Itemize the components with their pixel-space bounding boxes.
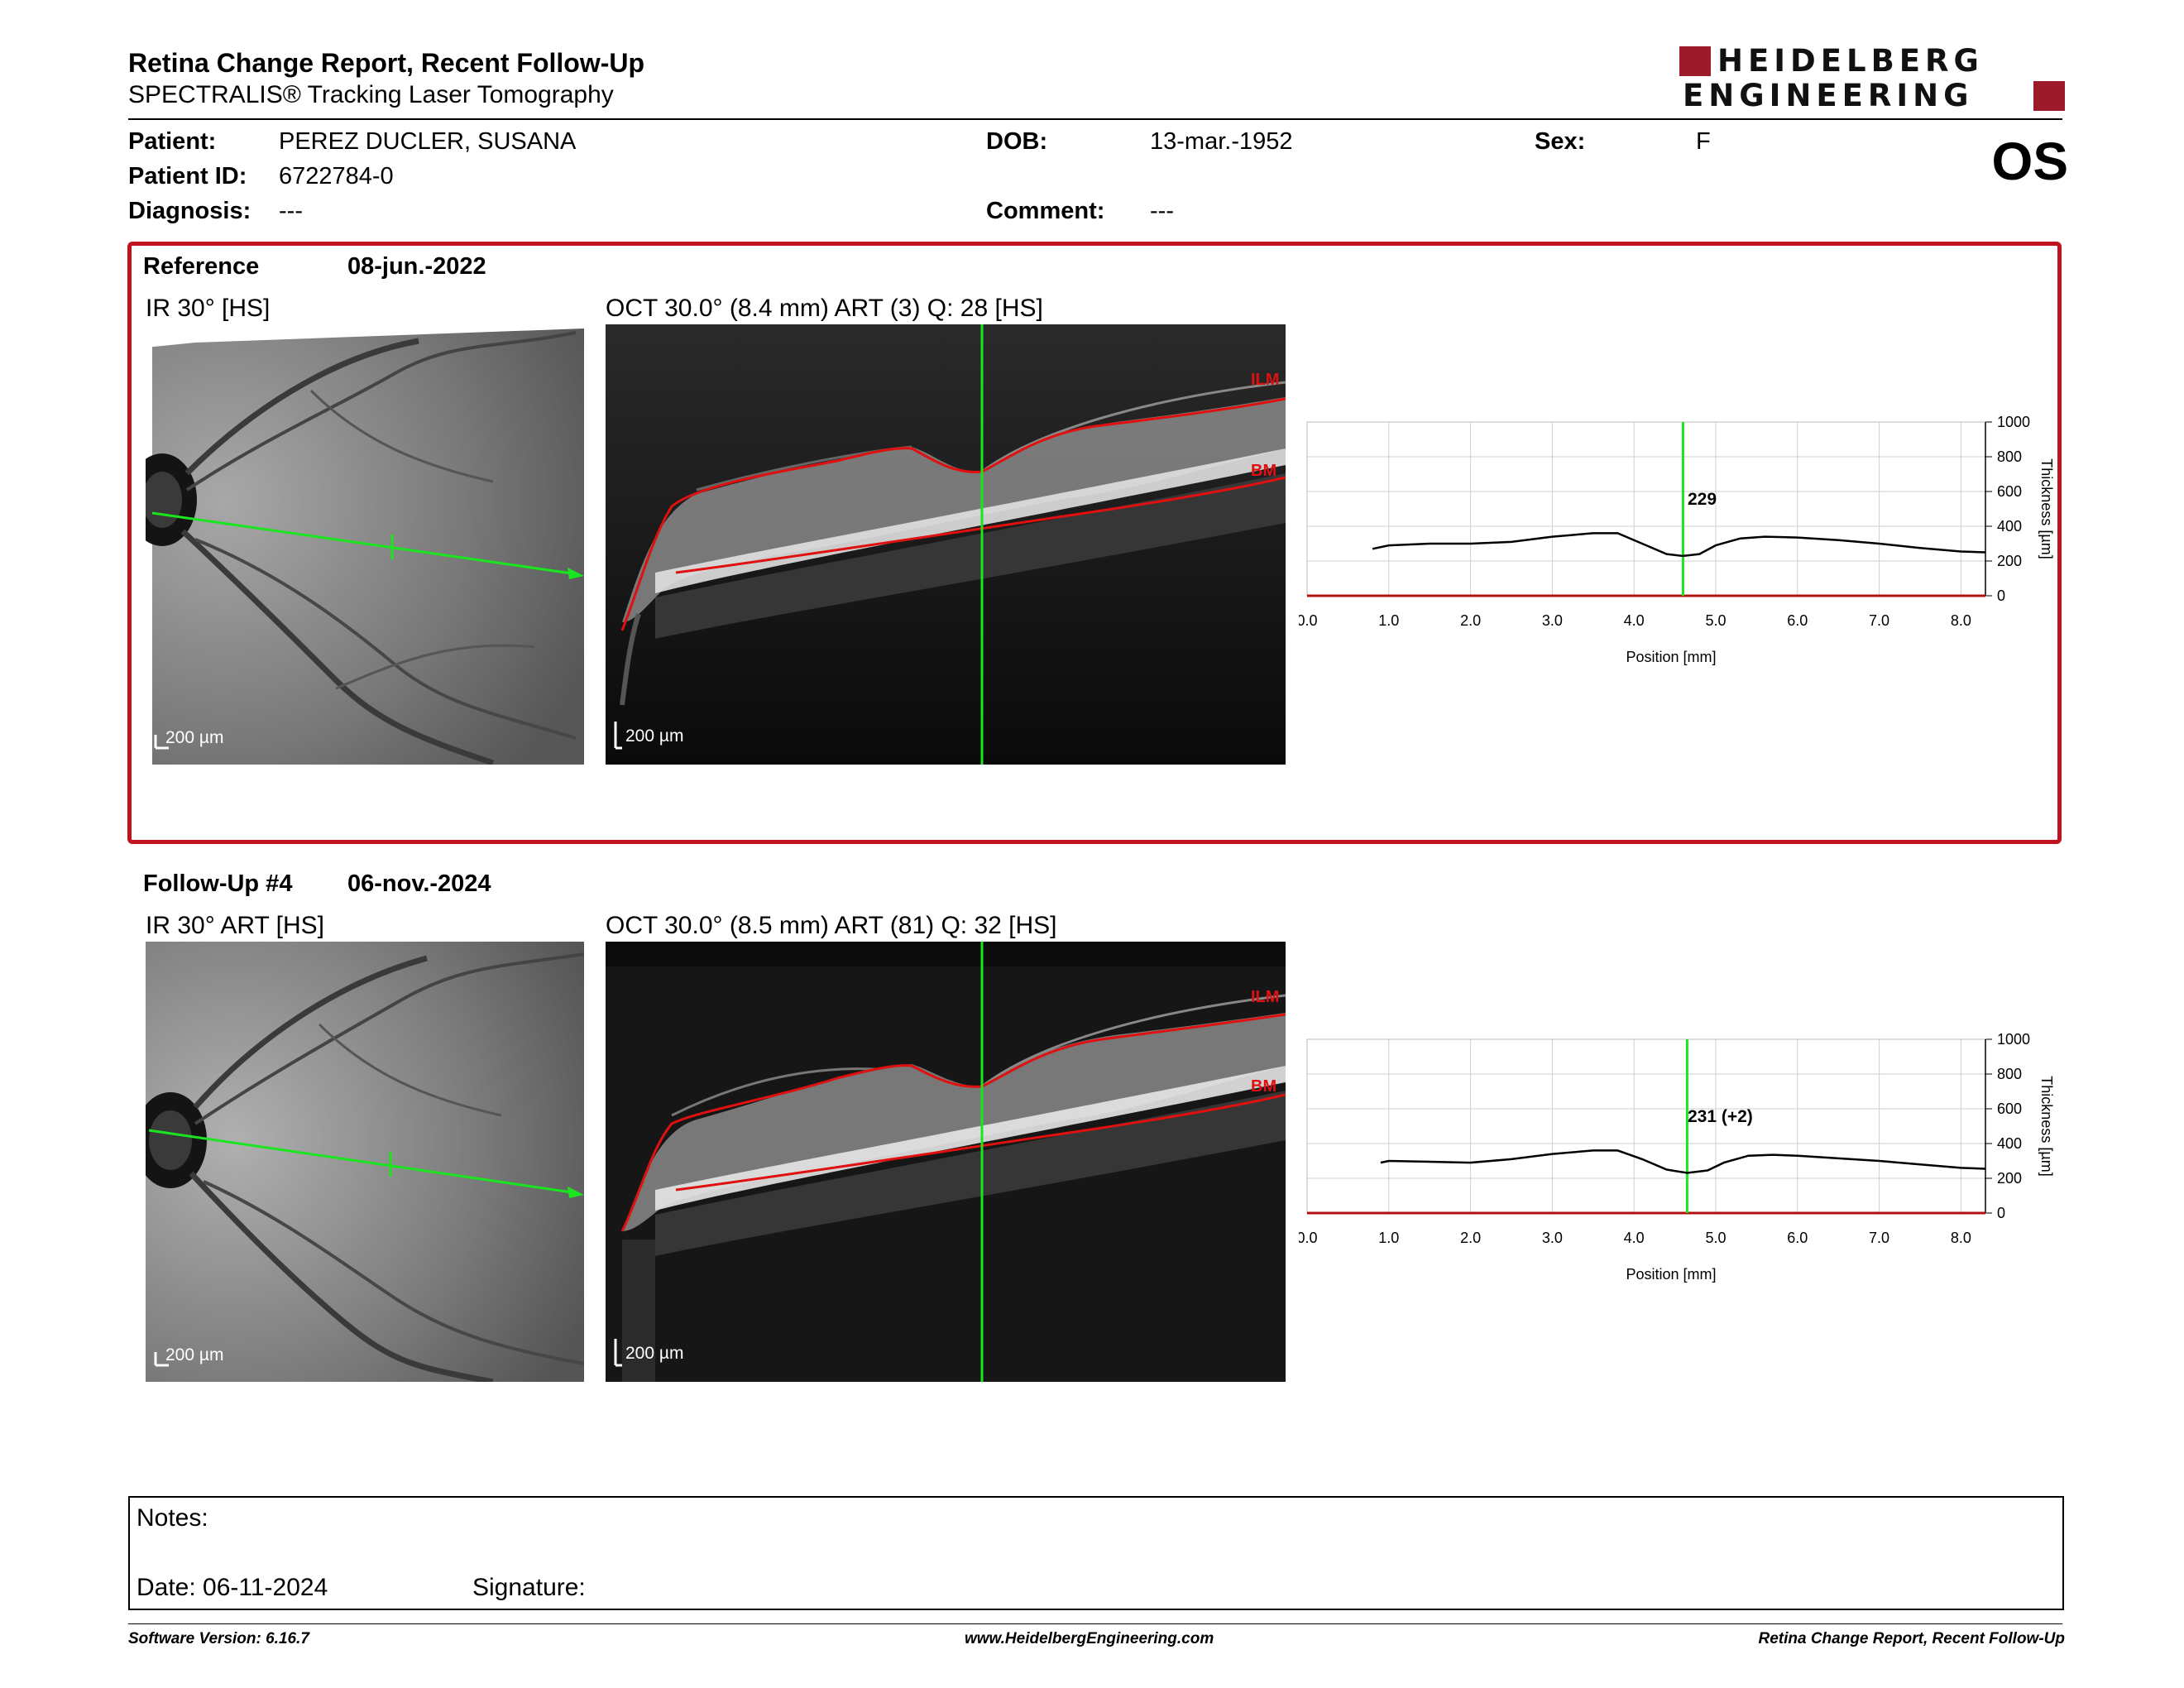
logo-square-bottom xyxy=(2033,81,2065,111)
chart-y-tick-label: 800 xyxy=(1997,1066,2022,1082)
reference-oct-image: ILM BM 200 µm xyxy=(606,324,1286,765)
chart-x-tick-label: 8.0 xyxy=(1951,612,1971,629)
patient-id: 6722784-0 xyxy=(279,163,394,189)
chart-x-tick-label: 2.0 xyxy=(1460,1230,1481,1246)
chart-x-tick-label: 7.0 xyxy=(1869,1230,1889,1246)
followup-oct-scalebar: 200 µm xyxy=(625,1344,684,1363)
chart-series-line xyxy=(1372,532,1986,558)
reference-oct-title: OCT 30.0° (8.4 mm) ART (3) Q: 28 [HS] xyxy=(606,295,1043,322)
followup-date: 06-nov.-2024 xyxy=(347,870,491,897)
chart-x-tick-label: 1.0 xyxy=(1378,612,1399,629)
reference-ir-title: IR 30° [HS] xyxy=(146,295,271,322)
header-divider xyxy=(128,118,2062,120)
chart-y-tick-label: 600 xyxy=(1997,483,2022,500)
sex-value: F xyxy=(1696,128,1711,155)
notes-signature-label: Signature: xyxy=(472,1574,586,1601)
chart-x-tick-label: 4.0 xyxy=(1624,612,1645,629)
chart-x-tick-label: 8.0 xyxy=(1951,1230,1971,1246)
footer-software-version: Software Version: 6.16.7 xyxy=(128,1630,309,1647)
chart-x-tick-label: 5.0 xyxy=(1705,1230,1726,1246)
followup-oct-image: ILM BM 200 µm xyxy=(606,942,1286,1382)
followup-ilm-label: ILM xyxy=(1251,988,1280,1006)
chart-y-tick-label: 400 xyxy=(1997,518,2022,535)
chart-y-tick-label: 600 xyxy=(1997,1101,2022,1117)
chart-x-tick-label: 0.0 xyxy=(1299,612,1318,629)
footer-divider xyxy=(128,1623,2062,1624)
followup-oct-title: OCT 30.0° (8.5 mm) ART (81) Q: 32 [HS] xyxy=(606,912,1057,939)
chart-x-tick-label: 6.0 xyxy=(1787,612,1808,629)
reference-oct-scalebar: 200 µm xyxy=(625,727,684,746)
chart-x-tick-label: 6.0 xyxy=(1787,1230,1808,1246)
followup-thickness-svg: 0.0 1.0 2.0 3.0 4.0 5.0 6.0 7.0 8.0 0 200 400 600 800… xyxy=(1299,1031,2055,1283)
chart-y-tick-label: 800 xyxy=(1997,448,2022,465)
report-title: Retina Change Report, Recent Follow-Up xyxy=(128,48,645,78)
chart-x-tick-label: 3.0 xyxy=(1542,1230,1563,1246)
chart-y-axis-label: Thickness [µm] xyxy=(2038,458,2055,559)
logo-square-top xyxy=(1679,46,1711,76)
comment-value: --- xyxy=(1150,198,1174,224)
reference-thickness-svg: 0.0 1.0 2.0 3.0 4.0 5.0 6.0 7.0 8.0 0 200 400 600 800… xyxy=(1299,414,2055,665)
chart-x-axis-label: Position [mm] xyxy=(1626,1266,1716,1283)
logo-line1: HEIDELBERG xyxy=(1717,43,1984,79)
chart-y-tick-label: 400 xyxy=(1997,1135,2022,1152)
reference-bm-label: BM xyxy=(1251,462,1277,480)
chart-y-tick-label: 0 xyxy=(1997,587,2005,604)
followup-label: Follow-Up #4 xyxy=(143,870,293,897)
footer-report-name: Retina Change Report, Recent Follow-Up xyxy=(1758,1630,2065,1647)
chart-y-tick-label: 1000 xyxy=(1997,1031,2030,1048)
followup-ir-title: IR 30° ART [HS] xyxy=(146,912,324,939)
footer-website[interactable]: www.HeidelbergEngineering.com xyxy=(965,1630,1214,1647)
chart-y-axis-label: Thickness [µm] xyxy=(2038,1076,2055,1176)
chart-x-tick-label: 3.0 xyxy=(1542,612,1563,629)
patient-id-label: Patient ID: xyxy=(128,163,247,189)
chart-x-axis-label: Position [mm] xyxy=(1626,649,1716,665)
chart-series-line xyxy=(1380,1149,1986,1174)
followup-ir-image: 200 µm xyxy=(146,942,584,1382)
patient-label: Patient: xyxy=(128,128,217,155)
logo-line2: ENGINEERING xyxy=(1683,78,1974,113)
reference-frame xyxy=(127,242,2062,844)
chart-y-tick-label: 1000 xyxy=(1997,414,2030,430)
heidelberg-logo: HEIDELBERG ENGINEERING xyxy=(1679,43,2068,117)
followup-marker-label: 231 (+2) xyxy=(1688,1107,1753,1126)
followup-bm-label: BM xyxy=(1251,1077,1277,1096)
reference-marker-label: 229 xyxy=(1688,490,1717,509)
chart-frame xyxy=(1306,1038,1986,1214)
dob-label: DOB: xyxy=(986,128,1048,155)
chart-x-tick-label: 2.0 xyxy=(1460,612,1481,629)
reference-ilm-label: ILM xyxy=(1251,371,1280,389)
reference-ir-scalebar: 200 µm xyxy=(165,728,224,747)
diagnosis-label: Diagnosis: xyxy=(128,198,251,224)
reference-label: Reference xyxy=(143,253,260,280)
notes-label: Notes: xyxy=(136,1504,208,1532)
chart-frame xyxy=(1306,421,1986,597)
chart-y-tick-label: 200 xyxy=(1997,553,2022,569)
dob-value: 13-mar.-1952 xyxy=(1150,128,1293,155)
chart-x-tick-label: 7.0 xyxy=(1869,612,1889,629)
chart-y-tick-label: 0 xyxy=(1997,1205,2005,1221)
followup-ir-scalebar: 200 µm xyxy=(165,1345,224,1364)
notes-box[interactable]: Notes: Date: 06-11-2024 Signature: xyxy=(128,1496,2064,1610)
chart-x-tick-label: 4.0 xyxy=(1624,1230,1645,1246)
chart-x-tick-label: 5.0 xyxy=(1705,612,1726,629)
chart-y-tick-label: 200 xyxy=(1997,1170,2022,1187)
followup-thickness-chart: 0.0 1.0 2.0 3.0 4.0 5.0 6.0 7.0 8.0 0 200 400 600 800… xyxy=(1299,1031,2076,1296)
eye-indicator: OS xyxy=(1991,132,2068,191)
patient-name: PEREZ DUCLER, SUSANA xyxy=(279,128,577,155)
sex-label: Sex: xyxy=(1535,128,1586,155)
comment-label: Comment: xyxy=(986,198,1105,224)
notes-date: Date: 06-11-2024 xyxy=(136,1574,328,1601)
reference-ir-image: 200 µm xyxy=(146,324,584,765)
diagnosis-value: --- xyxy=(279,198,303,224)
reference-thickness-chart: 0.0 1.0 2.0 3.0 4.0 5.0 6.0 7.0 8.0 0 200 400 600 800… xyxy=(1299,414,2076,679)
chart-x-tick-label: 1.0 xyxy=(1378,1230,1399,1246)
report-subtitle: SPECTRALIS® Tracking Laser Tomography xyxy=(128,81,614,108)
chart-x-tick-label: 0.0 xyxy=(1299,1230,1318,1246)
reference-date: 08-jun.-2022 xyxy=(347,253,486,280)
